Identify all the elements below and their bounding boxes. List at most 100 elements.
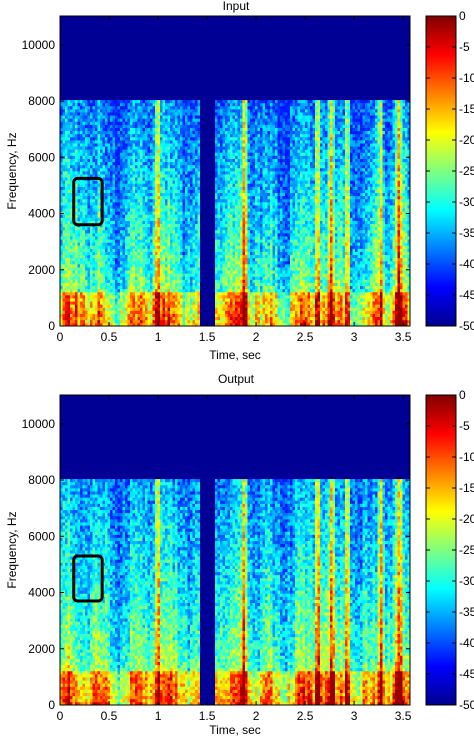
- spectrogram-cell: [138, 224, 141, 227]
- spectrogram-cell: [123, 125, 126, 128]
- spectrogram-cell: [158, 106, 161, 109]
- spectrogram-cell: [133, 100, 136, 103]
- spectrogram-cell: [143, 255, 146, 258]
- spectrogram-cell: [83, 205, 86, 208]
- spectrogram-cell: [65, 205, 68, 208]
- spectrogram-cell: [125, 59, 128, 62]
- spectrogram-cell: [175, 75, 178, 78]
- spectrogram-cell: [63, 28, 66, 31]
- spectrogram-cell: [90, 314, 93, 317]
- spectrogram-cell: [83, 249, 86, 252]
- spectrogram-cell: [183, 239, 186, 242]
- spectrogram-cell: [88, 72, 91, 75]
- spectrogram-cell: [133, 19, 136, 22]
- spectrogram-cell: [118, 283, 121, 286]
- spectrogram-cell: [108, 25, 111, 28]
- spectrogram-cell: [158, 72, 161, 75]
- spectrogram-cell: [118, 100, 121, 103]
- spectrogram-cell: [108, 214, 111, 217]
- spectrogram-cell: [133, 112, 136, 115]
- spectrogram-cell: [128, 255, 131, 258]
- spectrogram-cell: [90, 53, 93, 56]
- spectrogram-cell: [138, 81, 141, 84]
- spectrogram-cell: [108, 311, 111, 314]
- spectrogram-cell: [183, 252, 186, 255]
- spectrogram-cell: [130, 109, 133, 112]
- spectrogram-cell: [163, 252, 166, 255]
- spectrogram-cell: [168, 25, 171, 28]
- spectrogram-cell: [125, 208, 128, 211]
- spectrogram-cell: [145, 106, 148, 109]
- spectrogram-cell: [160, 273, 163, 276]
- spectrogram-cell: [110, 208, 113, 211]
- spectrogram-cell: [78, 156, 81, 159]
- spectrogram-cell: [105, 75, 108, 78]
- spectrogram-cell: [168, 168, 171, 171]
- spectrogram-cell: [158, 156, 161, 159]
- spectrogram-cell: [88, 121, 91, 124]
- spectrogram-cell: [140, 267, 143, 270]
- spectrogram-cell: [95, 255, 98, 258]
- spectrogram-cell: [93, 233, 96, 236]
- spectrogram-cell: [160, 270, 163, 273]
- spectrogram-cell: [70, 239, 73, 242]
- spectrogram-cell: [145, 38, 148, 41]
- spectrogram-cell: [173, 193, 176, 196]
- spectrogram-cell: [75, 22, 78, 25]
- spectrogram-cell: [123, 242, 126, 245]
- spectrogram-cell: [68, 32, 71, 35]
- spectrogram-cell: [128, 245, 131, 248]
- spectrogram-cell: [115, 267, 118, 270]
- spectrogram-cell: [68, 115, 71, 118]
- spectrogram-cell: [65, 19, 68, 22]
- spectrogram-cell: [135, 38, 138, 41]
- spectrogram-cell: [68, 205, 71, 208]
- spectrogram-cell: [170, 38, 173, 41]
- spectrogram-cell: [68, 168, 71, 171]
- spectrogram-cell: [153, 137, 156, 140]
- spectrogram-cell: [178, 59, 181, 62]
- spectrogram-cell: [165, 50, 168, 53]
- spectrogram-cell: [98, 94, 101, 97]
- spectrogram-cell: [158, 149, 161, 152]
- spectrogram-cell: [158, 264, 161, 267]
- spectrogram-cell: [145, 100, 148, 103]
- spectrogram-cell: [160, 75, 163, 78]
- spectrogram-cell: [180, 227, 183, 230]
- spectrogram-cell: [120, 221, 123, 224]
- spectrogram-cell: [125, 125, 128, 128]
- spectrogram-cell: [100, 25, 103, 28]
- spectrogram-cell: [125, 273, 128, 276]
- spectrogram-cell: [98, 19, 101, 22]
- spectrogram-cell: [145, 230, 148, 233]
- spectrogram-cell: [143, 38, 146, 41]
- spectrogram-cell: [103, 149, 106, 152]
- spectrogram-cell: [180, 112, 183, 115]
- spectrogram-cell: [138, 22, 141, 25]
- spectrogram-cell: [125, 149, 128, 152]
- spectrogram-cell: [158, 125, 161, 128]
- spectrogram-cell: [140, 44, 143, 47]
- spectrogram-cell: [93, 196, 96, 199]
- spectrogram-cell: [148, 311, 151, 314]
- spectrogram-cell: [90, 109, 93, 112]
- spectrogram-cell: [138, 44, 141, 47]
- spectrogram-cell: [83, 255, 86, 258]
- spectrogram-cell: [183, 317, 186, 320]
- spectrogram-cell: [70, 286, 73, 289]
- spectrogram-cell: [68, 280, 71, 283]
- spectrogram-cell: [98, 22, 101, 25]
- spectrogram-cell: [103, 94, 106, 97]
- spectrogram-cell: [93, 230, 96, 233]
- spectrogram-cell: [158, 100, 161, 103]
- spectrogram-cell: [143, 81, 146, 84]
- spectrogram-cell: [168, 255, 171, 258]
- spectrogram-cell: [178, 239, 181, 242]
- spectrogram-cell: [168, 230, 171, 233]
- spectrogram-cell: [75, 295, 78, 298]
- spectrogram-cell: [95, 47, 98, 50]
- spectrogram-cell: [95, 187, 98, 190]
- spectrogram-cell: [135, 311, 138, 314]
- spectrogram-cell: [68, 128, 71, 131]
- spectrogram-cell: [105, 218, 108, 221]
